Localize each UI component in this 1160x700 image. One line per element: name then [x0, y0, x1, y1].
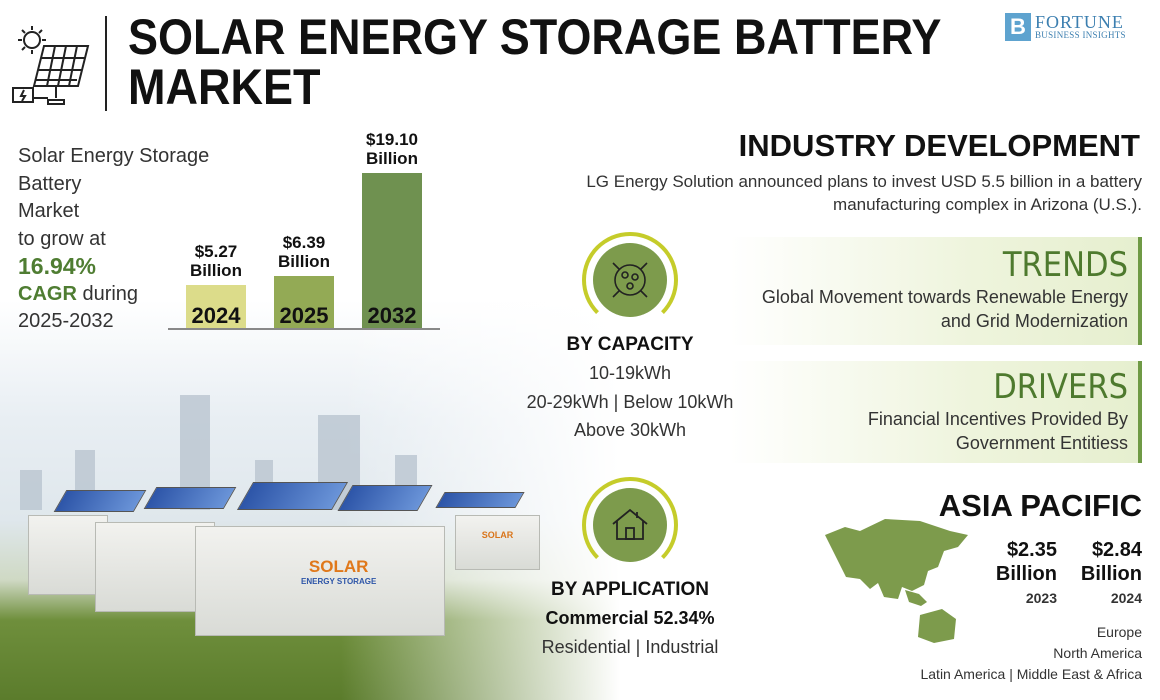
capacity-item: 10-19kWh: [588, 363, 672, 383]
region-heading: ASIA PACIFIC: [938, 488, 1142, 523]
drivers-text: Government Entitiess: [955, 433, 1128, 453]
bar-value: $5.27: [194, 242, 238, 262]
summary-line: to grow at: [18, 227, 106, 250]
asia-pacific-map: [820, 510, 970, 645]
solar-panel: [435, 492, 525, 508]
logo-mark: B: [1005, 13, 1031, 41]
bar-category-label: 2024: [191, 303, 241, 328]
application-leading: Commercial 52.34%: [545, 608, 715, 628]
summary-line: Battery: [18, 172, 82, 195]
summary-line: Solar Energy Storage: [18, 145, 210, 167]
solar-panel: [53, 490, 147, 512]
bar-group-2025: $6.39 Billion 2025: [274, 233, 334, 328]
market-size-bar-chart: $5.27 Billion 2024 $6.39 Billion 2025 $19.10 Bi…: [168, 120, 440, 330]
market-summary: Solar Energy Storage Battery Market to g…: [18, 143, 209, 336]
bar-unit: Billion: [366, 148, 418, 168]
title-line-1: SOLAR ENERGY STORAGE BATTERY: [128, 9, 942, 65]
bar-unit: Billion: [278, 252, 330, 272]
region-item: North America: [1053, 645, 1142, 661]
solar-energy-storage-label: SOLAR ENERGY STORAGE: [301, 557, 376, 586]
capacity-segment: BY CAPACITY 10-19kWh 20-29kWh | Below 10…: [500, 331, 760, 445]
capacity-icon-ring: [582, 232, 678, 328]
bar-value: $6.39: [282, 233, 326, 253]
forecast-period: 2025-2032: [18, 310, 114, 332]
bar-value-label: $5.27 Billion: [190, 242, 242, 280]
battery-container: SOLAR: [455, 515, 540, 570]
bar-2025: 2025: [274, 276, 334, 328]
container-label: SOLAR: [481, 530, 514, 540]
battery-container: SOLAR ENERGY STORAGE: [195, 526, 445, 636]
bar-2032: 2032: [362, 172, 422, 328]
capacity-heading: BY CAPACITY: [566, 334, 694, 355]
bar-value: $19.10: [366, 129, 418, 149]
cagr-value: 16.94%: [18, 253, 97, 279]
trends-heading: TRENDS: [1002, 245, 1128, 285]
container-label-energy-storage: ENERGY STORAGE: [301, 577, 377, 586]
page-title: SOLAR ENERGY STORAGE BATTERY MARKET: [128, 12, 941, 112]
region-value-2024: $2.84 Billion 2024: [1070, 538, 1142, 610]
solar-panel: [143, 487, 237, 509]
bar-value-label: $6.39 Billion: [278, 233, 330, 271]
cagr-label: CAGR: [18, 282, 77, 305]
region-amount: $2.35: [1006, 539, 1057, 561]
chart-baseline: [168, 328, 440, 330]
application-icon-ring: [582, 477, 678, 573]
industry-text-line: LG Energy Solution announced plans to in…: [586, 172, 1142, 191]
bar-category-label: 2032: [367, 303, 417, 328]
region-year: 2023: [1025, 590, 1057, 606]
other-regions: Europe North America Latin America | Mid…: [920, 622, 1142, 685]
city-building: [20, 470, 42, 510]
house-icon: [593, 488, 667, 562]
logo-line-1: FORTUNE: [1035, 12, 1124, 32]
region-value-2023: $2.35 Billion 2023: [985, 538, 1057, 610]
region-unit: Billion: [1080, 563, 1142, 585]
summary-line: Market: [18, 200, 80, 222]
industry-development-heading: INDUSTRY DEVELOPMENT: [738, 128, 1140, 163]
during-text: during: [76, 282, 139, 305]
trends-text: and Grid Modernization: [940, 311, 1128, 331]
battery-container: [28, 515, 108, 595]
drivers-text: Financial Incentives Provided By: [867, 409, 1128, 429]
region-amount: $2.84: [1091, 539, 1142, 561]
title-line-2: MARKET: [128, 59, 321, 115]
container-label-solar: SOLAR: [308, 557, 369, 576]
bar-unit: Billion: [190, 261, 242, 281]
capacity-globe-icon: [593, 243, 667, 317]
bar-value-label: $19.10 Billion: [366, 130, 418, 168]
industry-text-line: manufacturing complex in Arizona (U.S.).: [833, 195, 1142, 214]
capacity-item: 20-29kWh | Below 10kWh: [526, 391, 734, 412]
region-year: 2024: [1110, 590, 1142, 606]
drivers-box: DRIVERS Financial Incentives Provided By…: [730, 361, 1142, 463]
solar-panel: [236, 482, 349, 510]
region-unit: Billion: [995, 563, 1057, 585]
bar-2024: 2024: [186, 285, 246, 328]
header-divider: [105, 16, 107, 111]
drivers-heading: DRIVERS: [993, 367, 1128, 407]
trends-box: TRENDS Global Movement towards Renewable…: [730, 237, 1142, 345]
application-segment: BY APPLICATION Commercial 52.34% Residen…: [500, 576, 760, 661]
application-heading: BY APPLICATION: [551, 579, 709, 600]
fortune-business-insights-logo: B FORTUNE BUSINESS INSIGHTS: [1005, 10, 1145, 44]
region-item: Latin America | Middle East & Africa: [920, 666, 1142, 682]
bar-group-2024: $5.27 Billion 2024: [186, 242, 246, 328]
region-item: Europe: [1096, 624, 1142, 640]
trends-text: Global Movement towards Renewable Energy: [761, 287, 1128, 307]
solar-panel: [337, 485, 433, 511]
application-items: Residential | Industrial: [541, 636, 719, 657]
bar-category-label: 2025: [279, 303, 329, 328]
solar-storage-scene: SOLAR SOLAR ENERGY STORAGE: [0, 300, 620, 700]
bar-group-2032: $19.10 Billion 2032: [362, 130, 422, 328]
logo-line-2: BUSINESS INSIGHTS: [1035, 30, 1126, 40]
solar-panel-battery-icon: [10, 22, 90, 107]
industry-development-text: LG Energy Solution announced plans to in…: [542, 170, 1142, 216]
capacity-item: Above 30kWh: [573, 420, 687, 440]
